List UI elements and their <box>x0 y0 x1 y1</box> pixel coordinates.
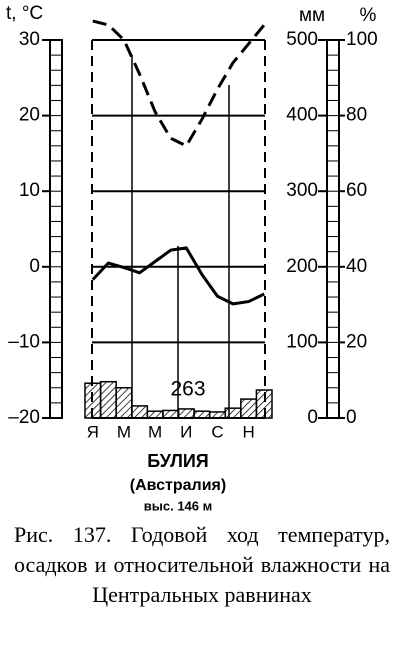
y2-axis-label: мм <box>299 5 325 26</box>
left-ruler <box>49 39 63 419</box>
y3-tick-label: 40 <box>346 256 367 277</box>
precipitation-bar <box>208 411 227 419</box>
humidity-line <box>92 19 266 148</box>
x-tick-label: И <box>180 422 192 441</box>
precipitation-bar <box>193 410 211 419</box>
y-tick-label: 0 <box>29 256 40 277</box>
altitude: выс. 146 м <box>144 498 212 513</box>
x-tick-label: Я <box>87 422 99 441</box>
chart: t, °C мм % 263 БУЛИЯ (Австралия) выс. 14… <box>6 3 378 513</box>
precipitation-bar <box>146 410 164 419</box>
y2-tick-label: 400 <box>286 105 318 126</box>
precipitation-bar <box>99 380 117 419</box>
right-ruler <box>326 39 340 419</box>
x-tick-label: М <box>117 422 131 441</box>
y2-tick-label: 100 <box>286 331 318 352</box>
precipitation-bar <box>162 409 180 419</box>
y-tick-label: 20 <box>19 105 40 126</box>
y-tick-label: 30 <box>19 29 40 50</box>
x-tick-label: С <box>211 422 223 441</box>
annual-precipitation: 263 <box>170 378 205 401</box>
precipitation-bar <box>177 408 195 419</box>
x-tick-label: М <box>148 422 162 441</box>
temperature-line <box>91 246 265 306</box>
y3-tick-label: 60 <box>346 180 367 201</box>
x-tick-label: Н <box>242 422 254 441</box>
y3-tick-label: 0 <box>346 407 357 428</box>
precipitation-bar <box>224 407 242 419</box>
y2-tick-label: 0 <box>307 407 318 428</box>
y-tick-label: 10 <box>19 180 40 201</box>
y3-axis-label: % <box>360 5 377 26</box>
y3-tick-label: 100 <box>346 29 378 50</box>
y-tick-label: –10 <box>8 331 40 352</box>
y2-tick-label: 300 <box>286 180 318 201</box>
precipitation-bar <box>255 389 273 419</box>
y3-tick-label: 20 <box>346 331 367 352</box>
y3-tick-label: 80 <box>346 105 367 126</box>
caption: Рис. 137. Годовой ход температур, осадко… <box>14 522 390 607</box>
country: (Австралия) <box>130 477 226 494</box>
precipitation-bar <box>84 382 102 419</box>
y2-tick-label: 500 <box>286 29 318 50</box>
y2-tick-label: 200 <box>286 256 318 277</box>
precipitation-bar <box>131 405 149 419</box>
precipitation-bar <box>240 398 258 419</box>
precipitation-bar <box>115 387 133 419</box>
y-tick-label: –20 <box>8 407 40 428</box>
y-axis-label: t, °C <box>6 3 43 24</box>
station-name: БУЛИЯ <box>147 451 209 471</box>
